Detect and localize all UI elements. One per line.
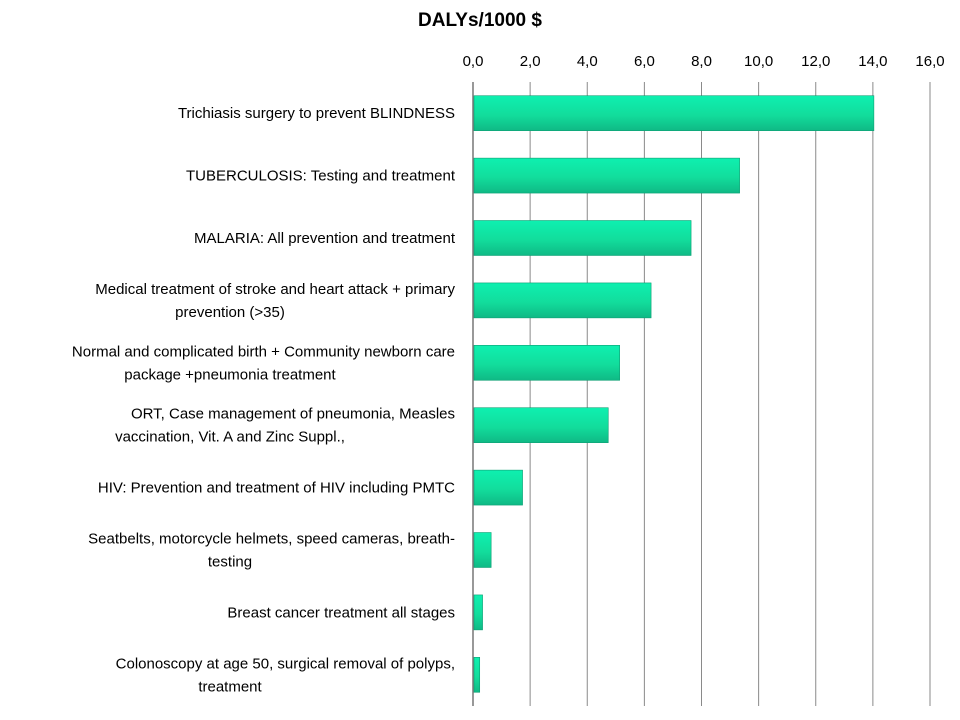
chart-title: DALYs/1000 $: [418, 10, 542, 31]
bar: [473, 532, 492, 568]
bar: [473, 594, 483, 631]
category-label: package +pneumonia treatment: [124, 366, 336, 383]
category-label: testing: [208, 554, 252, 571]
category-label: Breast cancer treatment all stages: [227, 604, 455, 621]
category-label: Colonoscopy at age 50, surgical removal …: [116, 655, 455, 672]
bar: [473, 220, 692, 256]
category-label: prevention (>35): [175, 304, 285, 321]
category-label: MALARIA: All prevention and treatment: [194, 230, 456, 247]
x-tick-label: 8,0: [691, 53, 712, 70]
category-label: Trichiasis surgery to prevent BLINDNESS: [178, 105, 455, 122]
category-label: TUBERCULOSIS: Testing and treatment: [186, 168, 456, 185]
x-tick-label: 2,0: [520, 53, 541, 70]
x-tick-label: 16,0: [915, 53, 944, 70]
category-label: vaccination, Vit. A and Zinc Suppl.,: [115, 429, 345, 446]
category-label: Seatbelts, motorcycle helmets, speed cam…: [88, 531, 455, 548]
category-label: Medical treatment of stroke and heart at…: [95, 281, 455, 298]
bar: [473, 282, 652, 319]
category-label: HIV: Prevention and treatment of HIV inc…: [98, 480, 455, 497]
bar: [473, 469, 523, 506]
bar: [473, 345, 620, 381]
bar: [473, 657, 481, 693]
bar: [473, 157, 740, 194]
category-label: Normal and complicated birth + Community…: [72, 343, 455, 360]
category-label: ORT, Case management of pneumonia, Measl…: [131, 406, 455, 423]
x-tick-label: 14,0: [858, 53, 887, 70]
bar: [473, 95, 875, 131]
x-tick-label: 10,0: [744, 53, 773, 70]
x-tick-label: 12,0: [801, 53, 830, 70]
bar: [473, 407, 609, 443]
x-tick-label: 6,0: [634, 53, 655, 70]
x-tick-label: 0,0: [463, 53, 484, 70]
x-tick-label: 4,0: [577, 53, 598, 70]
category-label: treatment: [198, 678, 262, 695]
